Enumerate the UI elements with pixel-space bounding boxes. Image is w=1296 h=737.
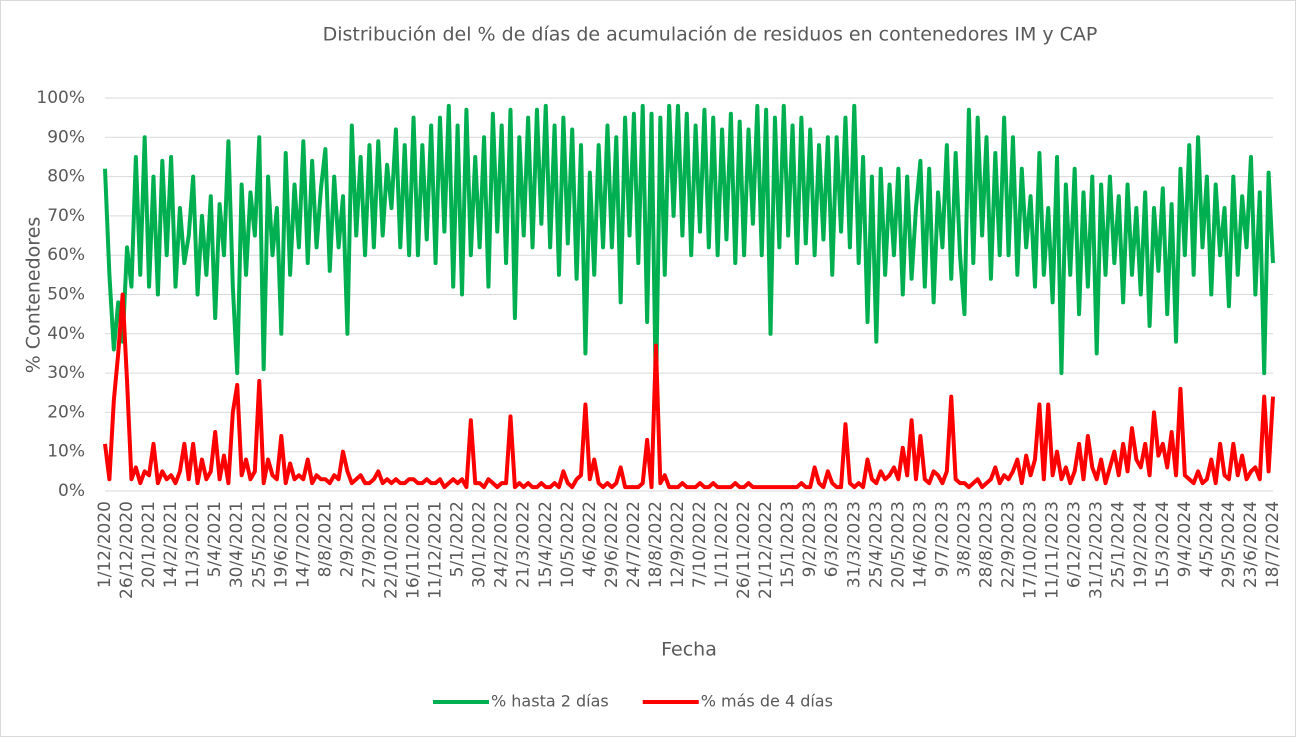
y-tick-label: 10% — [47, 442, 85, 462]
x-tick-label: 26/11/2022 — [734, 501, 754, 599]
x-tick-label: 11/12/2021 — [426, 501, 446, 599]
y-tick-label: 20% — [47, 402, 85, 422]
x-tick-label: 4/6/2022 — [580, 501, 600, 577]
y-tick-label: 80% — [47, 167, 85, 187]
x-tick-label: 17/10/2023 — [1021, 501, 1041, 599]
x-tick-label: 18/8/2022 — [646, 501, 666, 588]
x-tick-label: 21/3/2022 — [514, 501, 534, 588]
x-tick-label: 9/4/2024 — [1175, 501, 1195, 577]
x-tick-label: 7/10/2022 — [690, 501, 710, 588]
x-tick-label: 28/8/2023 — [977, 501, 997, 588]
y-tick-label: 30% — [47, 363, 85, 383]
legend-label: % más de 4 días — [701, 692, 833, 711]
y-tick-label: 90% — [47, 127, 85, 147]
x-tick-label: 16/11/2021 — [404, 501, 424, 599]
x-tick-label: 29/6/2022 — [602, 501, 622, 588]
x-tick-label: 1/11/2022 — [712, 501, 732, 588]
x-tick-label: 14/7/2021 — [293, 501, 313, 588]
series-line — [103, 103, 1275, 403]
x-tick-label: 6/12/2023 — [1065, 501, 1085, 588]
chart-title: Distribución del % de días de acumulació… — [323, 24, 1098, 46]
x-tick-label: 25/5/2021 — [249, 501, 269, 588]
x-tick-label: 3/8/2023 — [954, 501, 974, 577]
x-tick-label: 18/7/2024 — [1263, 501, 1283, 588]
x-tick-label: 24/2/2022 — [492, 501, 512, 588]
x-tick-label: 29/5/2024 — [1219, 501, 1239, 588]
x-tick-label: 21/12/2022 — [756, 501, 776, 599]
x-tick-label: 10/5/2022 — [558, 501, 578, 588]
x-tick-label: 11/11/2023 — [1043, 501, 1063, 599]
x-tick-label: 12/9/2022 — [668, 501, 688, 588]
x-tick-label: 2/9/2021 — [337, 501, 357, 577]
x-tick-label: 22/9/2023 — [999, 501, 1019, 588]
x-axis-title: Fecha — [661, 639, 717, 661]
x-tick-label: 19/2/2024 — [1131, 501, 1151, 588]
y-tick-label: 50% — [47, 285, 85, 305]
y-tick-label: 70% — [47, 206, 85, 226]
x-tick-label: 26/12/2020 — [117, 501, 137, 599]
x-tick-label: 30/1/2022 — [470, 501, 490, 588]
x-tick-label: 15/4/2022 — [536, 501, 556, 588]
x-tick-label: 19/6/2021 — [271, 501, 291, 588]
x-tick-label: 15/3/2024 — [1153, 501, 1173, 588]
x-tick-label: 27/9/2021 — [359, 501, 379, 588]
y-tick-label: 0% — [58, 481, 85, 501]
x-tick-label: 23/6/2024 — [1241, 501, 1261, 588]
y-tick-label: 40% — [47, 324, 85, 344]
x-tick-label: 5/4/2021 — [205, 501, 225, 577]
x-tick-label: 9/2/2023 — [800, 501, 820, 577]
x-tick-label: 9/7/2023 — [932, 501, 952, 577]
x-tick-label: 22/10/2021 — [381, 501, 401, 599]
x-tick-label: 31/3/2023 — [844, 501, 864, 588]
x-tick-label: 31/12/2023 — [1087, 501, 1107, 599]
x-tick-label: 20/1/2021 — [139, 501, 159, 588]
x-tick-label: 15/1/2023 — [778, 501, 798, 588]
x-tick-label: 8/8/2021 — [315, 501, 335, 577]
legend-label: % hasta 2 días — [491, 692, 609, 711]
x-tick-label: 6/3/2023 — [822, 501, 842, 577]
x-tick-label: 5/1/2022 — [448, 501, 468, 577]
y-tick-label: 100% — [36, 88, 85, 108]
y-tick-label: 60% — [47, 245, 85, 265]
x-tick-label: 11/3/2021 — [183, 501, 203, 588]
x-tick-label: 14/6/2023 — [910, 501, 930, 588]
series-line — [103, 292, 1275, 490]
y-axis-title: % Contenedores — [23, 217, 45, 374]
x-tick-label: 30/4/2021 — [227, 501, 247, 588]
x-tick-label: 1/12/2020 — [95, 501, 115, 588]
x-tick-label: 14/2/2021 — [161, 501, 181, 588]
x-tick-label: 24/7/2022 — [624, 501, 644, 588]
x-tick-label: 20/5/2023 — [888, 501, 908, 588]
x-tick-label: 25/4/2023 — [866, 501, 886, 588]
x-tick-label: 25/1/2024 — [1109, 501, 1129, 588]
x-tick-label: 4/5/2024 — [1197, 501, 1217, 577]
